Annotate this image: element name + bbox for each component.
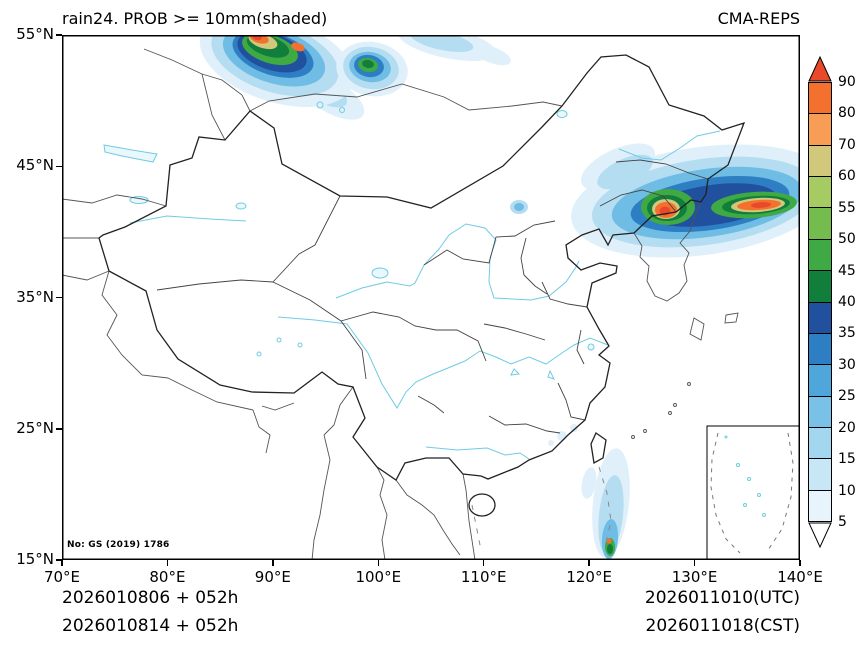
- x-tick-mark: [693, 560, 696, 566]
- dash-lines: [471, 466, 612, 551]
- colorbar-segment: [809, 238, 831, 271]
- x-tick-mark: [377, 560, 380, 566]
- china-map-canvas: [62, 35, 800, 560]
- y-tick-mark: [56, 34, 62, 36]
- x-tick-label: 120°E: [566, 568, 612, 586]
- colorbar-tick-label: 10: [838, 482, 856, 499]
- colorbar-tick-label: 45: [838, 262, 856, 279]
- plot-title: rain24. PROB >= 10mm(shaded): [62, 9, 328, 28]
- x-tick-label: 90°E: [254, 568, 291, 586]
- colorbar-extend-above-arrow: [808, 55, 832, 82]
- map-area: No: GS (2019) 1786: [62, 35, 800, 560]
- colorbar-tick-label: 40: [838, 294, 856, 310]
- colorbar-segment: [809, 395, 831, 427]
- axes-frame: [62, 35, 800, 560]
- x-tick-mark: [588, 560, 590, 566]
- colorbar-tick-label: 5: [838, 514, 847, 530]
- y-tick-mark: [56, 296, 62, 299]
- x-tick-label: 110°E: [460, 568, 507, 586]
- colorbar-tick-label: 25: [838, 388, 856, 405]
- y-tick-label: 35°N: [16, 287, 54, 306]
- x-tick-label: 80°E: [149, 568, 186, 586]
- colorbar-tick-label: 70: [838, 136, 856, 153]
- colorbar-tick-label: 55: [838, 199, 856, 216]
- colorbar-tick-label: 35: [838, 325, 856, 342]
- y-tick-label: 55°N: [16, 25, 54, 43]
- x-tick-mark: [799, 560, 801, 566]
- colorbar-segment: [809, 332, 831, 365]
- y-tick-mark: [56, 559, 62, 561]
- y-tick-label: 15°N: [16, 550, 54, 568]
- colorbar-segment: [809, 270, 831, 302]
- run-time-cst: 2026010814 + 052h: [62, 616, 239, 636]
- colorbar-extend-below-arrow: [808, 522, 832, 549]
- colorbar-segment: [809, 207, 831, 239]
- y-tick-mark: [56, 428, 62, 430]
- valid-times: 2026011010(UTC) 2026011018(CST): [480, 584, 800, 640]
- colorbar-segment: [809, 489, 831, 522]
- colorbar-tick-label: 60: [838, 168, 856, 185]
- model-name: CMA-REPS: [717, 9, 800, 28]
- colorbar-segment: [809, 458, 831, 490]
- run-time-utc: 2026010806 + 052h: [62, 588, 239, 608]
- province-borders: [156, 159, 709, 434]
- x-tick-label: 70°E: [43, 568, 81, 586]
- colorbar: [808, 82, 832, 522]
- y-tick-mark: [56, 165, 62, 167]
- x-tick-mark: [61, 560, 63, 566]
- colorbar-tick-label: 50: [838, 231, 856, 248]
- colorbar-segment: [809, 176, 831, 208]
- x-tick-label: 140°E: [777, 568, 823, 586]
- colorbar-segment: [809, 83, 831, 114]
- colorbar-tick-label: 90: [838, 74, 856, 90]
- precip-shading: [199, 35, 800, 559]
- colorbar-tick-label: 15: [838, 451, 856, 468]
- colorbar-tick-label: 80: [838, 105, 856, 122]
- colorbar-tick-label: 20: [838, 419, 856, 436]
- y-tick-label: 45°N: [16, 156, 54, 175]
- x-tick-label: 100°E: [355, 568, 402, 586]
- forecast-run-times: 2026010806 + 052h 2026010814 + 052h: [62, 584, 238, 640]
- colorbar-segment: [809, 364, 831, 396]
- colorbar-tick-label: 30: [838, 356, 856, 373]
- x-tick-label: 130°E: [671, 568, 718, 586]
- foreign-borders: [62, 48, 739, 560]
- license-note: No: GS (2019) 1786: [67, 540, 170, 550]
- x-tick-mark: [166, 560, 169, 566]
- colorbar-segment: [809, 144, 831, 177]
- x-tick-mark: [482, 560, 485, 566]
- y-tick-label: 25°N: [16, 418, 54, 437]
- x-tick-mark: [272, 560, 274, 566]
- valid-time-cst: 2026011018(CST): [645, 616, 800, 636]
- national-border: [98, 54, 746, 517]
- valid-time-utc: 2026011010(UTC): [644, 588, 800, 608]
- colorbar-segment: [809, 301, 831, 333]
- colorbar-segment: [809, 426, 831, 459]
- south-china-sea-inset: [706, 425, 800, 560]
- colorbar-segment: [809, 113, 831, 145]
